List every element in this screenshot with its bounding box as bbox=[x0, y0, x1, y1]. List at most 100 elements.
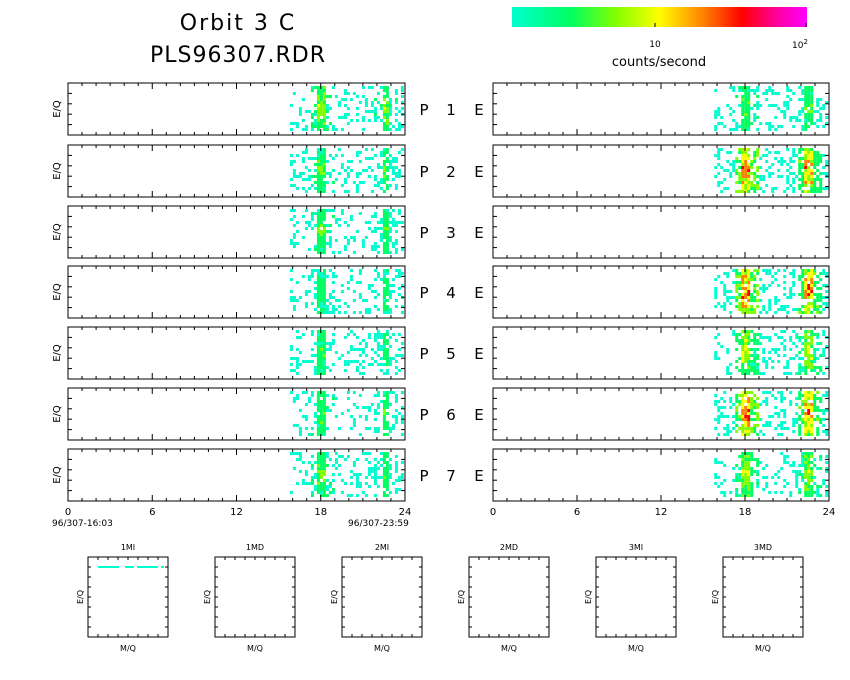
row-label-e: E bbox=[474, 467, 483, 485]
spectrogram-cell bbox=[364, 98, 368, 101]
spectrogram-cell bbox=[816, 311, 820, 314]
spectrogram-cell bbox=[358, 348, 362, 351]
spectrogram-cell bbox=[322, 119, 326, 122]
spectrogram-cell bbox=[310, 455, 314, 458]
spectrogram-cell bbox=[322, 154, 326, 157]
spectrogram-cell bbox=[714, 175, 718, 178]
spectrogram-cell bbox=[717, 485, 721, 488]
spectrogram-cell bbox=[289, 369, 293, 372]
mq-ylabel: E/Q bbox=[457, 590, 466, 604]
spectrogram-cell bbox=[723, 415, 727, 418]
spectrogram-cell bbox=[747, 95, 751, 98]
spectrogram-cell bbox=[783, 339, 787, 342]
spectrogram-cell bbox=[723, 293, 727, 296]
spectrogram-cell bbox=[726, 104, 730, 107]
spectrogram-cell bbox=[292, 369, 296, 372]
spectrogram-cell bbox=[804, 122, 808, 125]
spectrogram-cell bbox=[798, 430, 802, 433]
spectrogram-cell bbox=[379, 333, 383, 336]
spectrogram-cell bbox=[804, 394, 808, 397]
spectrogram-cell bbox=[322, 275, 326, 278]
spectrogram-cell bbox=[744, 287, 748, 290]
spectrogram-cell bbox=[319, 360, 323, 363]
spectrogram-cell bbox=[744, 351, 748, 354]
spectrogram-cell bbox=[373, 230, 377, 233]
spectrogram-cell bbox=[394, 467, 398, 470]
spectrogram-cell bbox=[744, 281, 748, 284]
spectrogram-cell bbox=[316, 181, 320, 184]
spectrogram-cell bbox=[382, 248, 386, 251]
spectrogram-cell bbox=[816, 305, 820, 308]
spectrogram-cell bbox=[322, 181, 326, 184]
spectrogram-cell bbox=[804, 305, 808, 308]
spectrogram-cell bbox=[762, 348, 766, 351]
spectrogram-cell bbox=[798, 366, 802, 369]
spectrogram-cell bbox=[792, 181, 796, 184]
spectrogram-cell bbox=[813, 190, 817, 193]
spectrogram-cell bbox=[816, 187, 820, 190]
spectrogram-cell bbox=[397, 476, 401, 479]
spectrogram-cell bbox=[741, 86, 745, 89]
spectrogram-cell bbox=[322, 421, 326, 424]
spectrogram-cell bbox=[777, 360, 781, 363]
row-label-e: E bbox=[474, 163, 483, 181]
spectrogram-cell bbox=[801, 125, 805, 128]
spectrogram-cell bbox=[807, 104, 811, 107]
spectrogram-cell bbox=[382, 95, 386, 98]
spectrogram-cell bbox=[322, 366, 326, 369]
spectrogram-cell bbox=[738, 333, 742, 336]
spectrogram-cell bbox=[786, 311, 790, 314]
spectrogram-cell bbox=[322, 488, 326, 491]
spectrogram-cell bbox=[741, 342, 745, 345]
spectrogram-cell bbox=[322, 160, 326, 163]
spectrogram-cell bbox=[747, 430, 751, 433]
spectrogram-cell bbox=[319, 181, 323, 184]
spectrogram-cell bbox=[792, 92, 796, 95]
spectrogram-cell bbox=[304, 166, 308, 169]
spectrogram-cell bbox=[768, 284, 772, 287]
spectrogram-cell bbox=[792, 116, 796, 119]
spectrogram-cell bbox=[292, 215, 296, 218]
spectrogram-cell bbox=[394, 418, 398, 421]
spectrogram-cell bbox=[747, 354, 751, 357]
spectrogram-cell bbox=[385, 116, 389, 119]
spectrogram-cell bbox=[825, 455, 829, 458]
spectrogram-cell bbox=[379, 363, 383, 366]
spectrogram-cell bbox=[358, 281, 362, 284]
panel-frame bbox=[67, 82, 406, 136]
spectrogram-cell bbox=[744, 415, 748, 418]
spectrogram-cell bbox=[744, 116, 748, 119]
spectrogram-cell bbox=[807, 89, 811, 92]
spectrogram-cell bbox=[349, 275, 353, 278]
mq-cell bbox=[101, 566, 104, 568]
spectrogram-cell bbox=[792, 461, 796, 464]
spectrogram-cell bbox=[798, 418, 802, 421]
spectrogram-cell bbox=[825, 430, 829, 433]
spectrogram-cell bbox=[738, 302, 742, 305]
spectrogram-cell bbox=[792, 308, 796, 311]
spectrogram-cell bbox=[355, 482, 359, 485]
spectrogram-cell bbox=[322, 218, 326, 221]
spectrogram-cell bbox=[325, 209, 329, 212]
spectrogram-cell bbox=[316, 302, 320, 305]
spectrogram-cell bbox=[316, 116, 320, 119]
spectrogram-cell bbox=[819, 455, 823, 458]
spectrogram-cell bbox=[795, 412, 799, 415]
panel-left-row-2: E/Q bbox=[52, 144, 406, 198]
spectrogram-cell bbox=[804, 86, 808, 89]
spectrogram-cell bbox=[747, 348, 751, 351]
spectrogram-cell bbox=[319, 215, 323, 218]
spectrogram-cell bbox=[382, 345, 386, 348]
spectrogram-cell bbox=[750, 308, 754, 311]
spectrogram-cell bbox=[319, 92, 323, 95]
spectrogram-cell bbox=[804, 412, 808, 415]
spectrogram-cell bbox=[783, 458, 787, 461]
spectrogram-cell bbox=[322, 239, 326, 242]
spectrogram-cell bbox=[804, 433, 808, 436]
spectrogram-cell bbox=[316, 110, 320, 113]
mq-xlabel: M/Q bbox=[501, 644, 517, 653]
spectrogram-cell bbox=[394, 409, 398, 412]
spectrogram-cell bbox=[301, 119, 305, 122]
spectrogram-cell bbox=[813, 305, 817, 308]
spectrogram-cell bbox=[352, 461, 356, 464]
